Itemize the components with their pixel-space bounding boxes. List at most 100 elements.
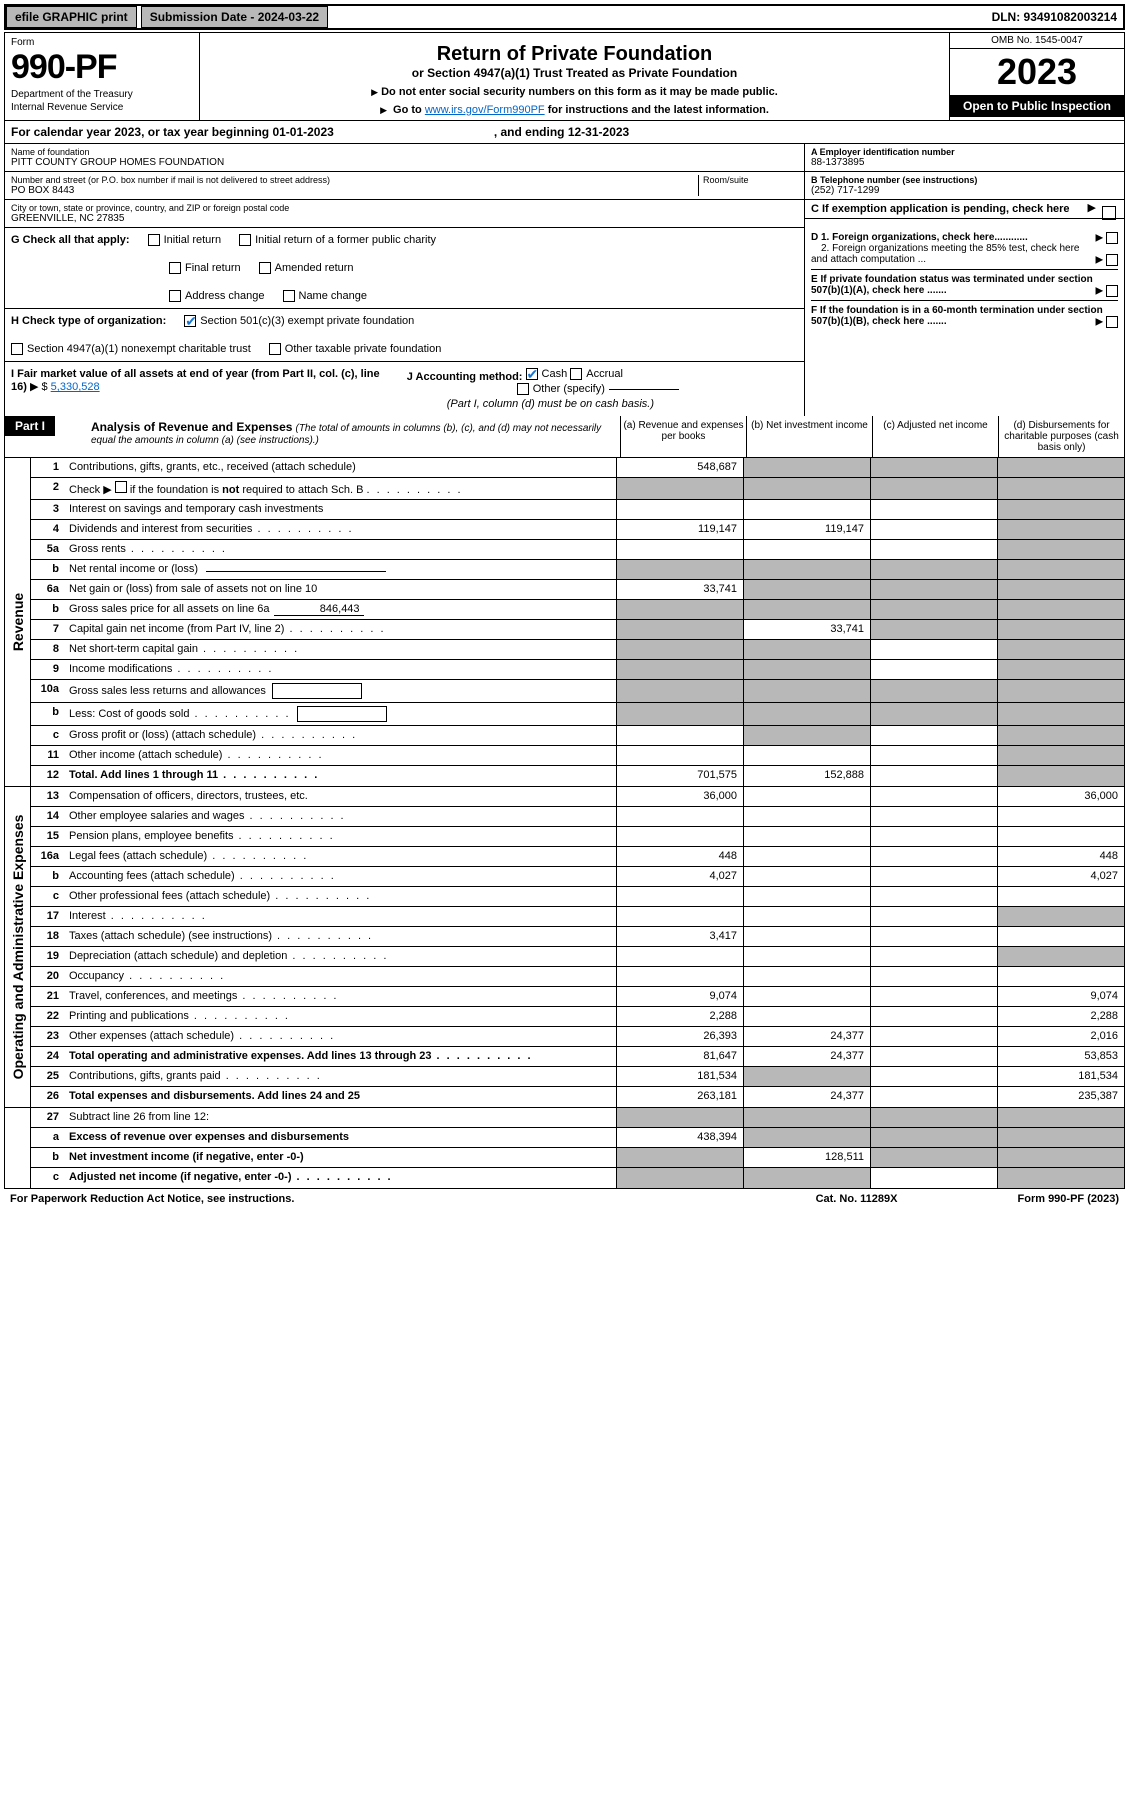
j-cash-checkbox[interactable]	[526, 368, 538, 380]
line-desc: Net gain or (loss) from sale of assets n…	[65, 580, 616, 599]
cell-b: 33,741	[743, 620, 870, 639]
line-num: 26	[31, 1087, 65, 1107]
form990pf-link[interactable]: www.irs.gov/Form990PF	[425, 104, 545, 116]
j-other-checkbox[interactable]	[517, 383, 529, 395]
g-initial-checkbox[interactable]	[148, 234, 160, 246]
g-name-checkbox[interactable]	[283, 290, 295, 302]
line-num: 17	[31, 907, 65, 926]
cell-a: 81,647	[616, 1047, 743, 1066]
cat-number: Cat. No. 11289X	[816, 1193, 898, 1205]
line-num: 10a	[31, 680, 65, 702]
line-desc: Pension plans, employee benefits	[69, 830, 234, 842]
h-501c3-checkbox[interactable]	[184, 315, 196, 327]
g-final-checkbox[interactable]	[169, 262, 181, 274]
foundation-name: PITT COUNTY GROUP HOMES FOUNDATION	[11, 157, 798, 168]
line-desc: Taxes (attach schedule) (see instruction…	[69, 930, 272, 942]
g-initial-label: Initial return	[164, 234, 221, 246]
cell-b: 24,377	[743, 1027, 870, 1046]
phone: (252) 717-1299	[811, 185, 1118, 196]
j-accrual-checkbox[interactable]	[570, 368, 582, 380]
cell-a: 181,534	[616, 1067, 743, 1086]
cell-a: 263,181	[616, 1087, 743, 1107]
line-num: b	[31, 600, 65, 619]
line-desc: Income modifications	[69, 663, 172, 675]
e-checkbox[interactable]	[1106, 285, 1118, 297]
city-state-zip: GREENVILLE, NC 27835	[11, 213, 798, 224]
room-label: Room/suite	[703, 175, 798, 185]
line-num: 23	[31, 1027, 65, 1046]
entity-info: Name of foundation PITT COUNTY GROUP HOM…	[4, 144, 1125, 228]
line-num: 2	[31, 478, 65, 499]
line-desc: Contributions, gifts, grants paid	[69, 1070, 221, 1082]
cell-c	[870, 458, 997, 477]
cell-d: 2,016	[997, 1027, 1124, 1046]
line-num: 11	[31, 746, 65, 765]
g-initial-former-label: Initial return of a former public charit…	[255, 234, 436, 246]
name-label: Name of foundation	[11, 147, 798, 157]
line-num: 7	[31, 620, 65, 639]
line-desc: Less: Cost of goods sold	[65, 703, 616, 725]
line-desc: Interest on savings and temporary cash i…	[65, 500, 616, 519]
line-desc: Accounting fees (attach schedule)	[69, 870, 235, 882]
g-final-label: Final return	[185, 262, 241, 274]
cell-a: 119,147	[616, 520, 743, 539]
cell-b: 24,377	[743, 1047, 870, 1066]
part1-label: Part I	[5, 416, 55, 436]
d1-checkbox[interactable]	[1106, 232, 1118, 244]
j-other-label: Other (specify)	[533, 383, 605, 395]
h-other-checkbox[interactable]	[269, 343, 281, 355]
line-num: 5a	[31, 540, 65, 559]
line-num: 16a	[31, 847, 65, 866]
form-ref: Form 990-PF (2023)	[1018, 1193, 1120, 1205]
line-desc: Dividends and interest from securities	[69, 523, 252, 535]
g-initial-former-checkbox[interactable]	[239, 234, 251, 246]
line-desc: Excess of revenue over expenses and disb…	[65, 1128, 616, 1147]
line-num: 20	[31, 967, 65, 986]
g-address-checkbox[interactable]	[169, 290, 181, 302]
h-4947-checkbox[interactable]	[11, 343, 23, 355]
line-num: a	[31, 1128, 65, 1147]
line-num: 1	[31, 458, 65, 477]
cell-d: 4,027	[997, 867, 1124, 886]
line-desc: Total. Add lines 1 through 11	[69, 769, 218, 781]
line-num: 13	[31, 787, 65, 806]
form-number: 990-PF	[11, 48, 193, 87]
line-desc: Interest	[69, 910, 106, 922]
form-title: Return of Private Foundation	[210, 43, 939, 66]
line-desc: Contributions, gifts, grants, etc., rece…	[65, 458, 616, 477]
j-note: (Part I, column (d) must be on cash basi…	[447, 398, 785, 410]
cell-d	[997, 458, 1124, 477]
d2-checkbox[interactable]	[1106, 254, 1118, 266]
j-cash-label: Cash	[542, 368, 568, 380]
i-fmv-link[interactable]: 5,330,528	[51, 381, 100, 393]
form-subtitle: or Section 4947(a)(1) Trust Treated as P…	[210, 66, 939, 80]
g-amended-label: Amended return	[275, 262, 354, 274]
d2-label: 2. Foreign organizations meeting the 85%…	[811, 243, 1079, 265]
ij-row: I Fair market value of all assets at end…	[5, 362, 804, 416]
line-num: b	[31, 560, 65, 579]
d1-label: D 1. Foreign organizations, check here..…	[811, 232, 1028, 243]
top-bar: efile GRAPHIC print Submission Date - 20…	[4, 4, 1125, 30]
cell-b: 128,511	[743, 1148, 870, 1167]
efile-print-button[interactable]: efile GRAPHIC print	[6, 6, 137, 28]
submission-date: Submission Date - 2024-03-22	[141, 6, 328, 28]
cell-b: 24,377	[743, 1087, 870, 1107]
dept-treasury: Department of the Treasury	[11, 89, 193, 100]
calendar-year-row: For calendar year 2023, or tax year begi…	[4, 121, 1125, 144]
ssn-warning: Do not enter social security numbers on …	[210, 86, 939, 98]
line-num: c	[31, 887, 65, 906]
line-desc: Total expenses and disbursements. Add li…	[65, 1087, 616, 1107]
line-desc: Net investment income (if negative, ente…	[65, 1148, 616, 1167]
line-num: c	[31, 1168, 65, 1188]
cell-a: 33,741	[616, 580, 743, 599]
line-desc: Check ▶ if the foundation is not require…	[65, 478, 616, 499]
schb-checkbox[interactable]	[115, 481, 127, 493]
c-checkbox[interactable]	[1102, 206, 1116, 220]
f-checkbox[interactable]	[1106, 316, 1118, 328]
cell-d: 36,000	[997, 787, 1124, 806]
cell-a: 9,074	[616, 987, 743, 1006]
line-desc: Compensation of officers, directors, tru…	[65, 787, 616, 806]
dln: DLN: 93491082003214	[992, 10, 1123, 24]
g-amended-checkbox[interactable]	[259, 262, 271, 274]
cell-d: 2,288	[997, 1007, 1124, 1026]
